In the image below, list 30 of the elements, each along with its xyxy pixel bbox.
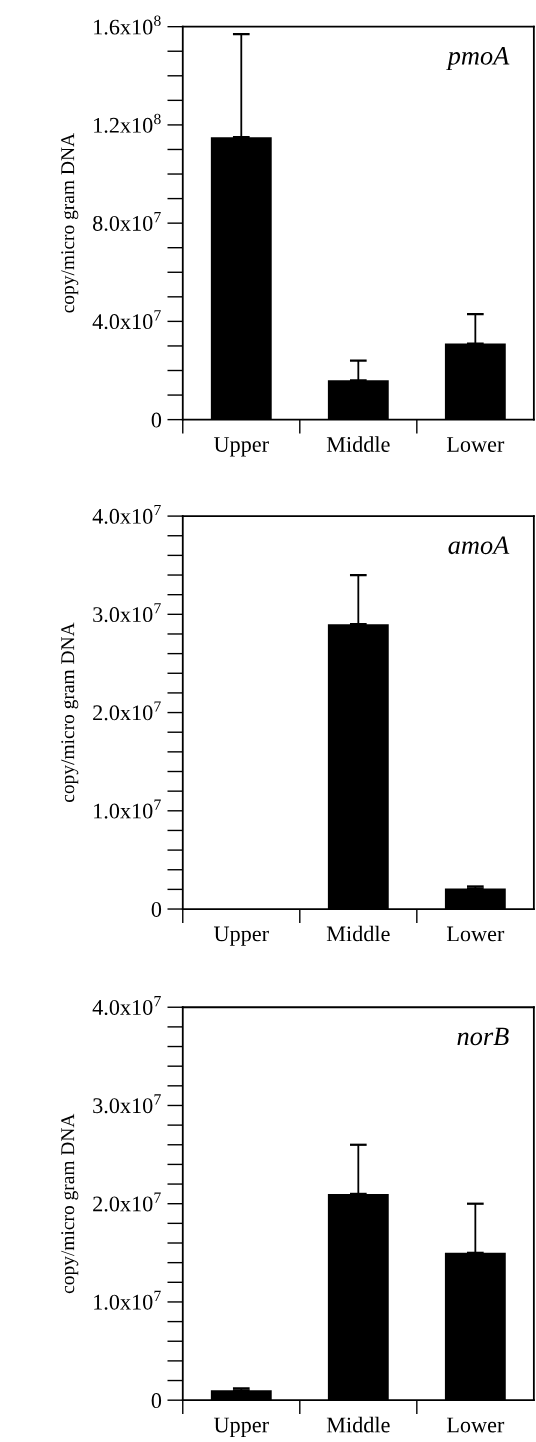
y-axis-title: copy/micro gram DNA <box>61 1113 79 1294</box>
text: amoA <box>448 536 510 555</box>
x-tick-label: Lower <box>446 1417 505 1433</box>
y-axis-title: copy/micro gram DNA <box>61 133 79 313</box>
x-tick-label: Middle <box>326 436 390 452</box>
x-tick-label: Upper <box>213 437 269 457</box>
y-tick-label: 2.0x10$^{7}$ <box>93 1192 161 1212</box>
x-tick-label: Upper <box>213 1417 269 1437</box>
text: norB <box>457 1027 509 1046</box>
y-tick-label: 0 <box>151 1393 162 1409</box>
y-tick-label: 1.0x10$^{7}$ <box>94 1290 161 1310</box>
y-tick-label: 0 <box>151 412 162 428</box>
y-axis-title: copy/micro gram DNA <box>61 622 79 802</box>
x-tick-label: Middle <box>326 925 390 942</box>
y-tick-label: 3.0x10$^{7}$ <box>93 603 161 623</box>
x-tick-label: Lower <box>446 437 505 452</box>
y-tick-label: 1.2x10$^{8}$ <box>94 113 161 133</box>
y-tick-label: 0 <box>151 901 162 917</box>
x-tick-label: Lower <box>446 926 505 942</box>
text: pmoA <box>446 47 510 71</box>
x-tick-label: Middle <box>326 1416 390 1433</box>
x-tick-label: Upper <box>213 926 269 946</box>
y-tick-label: 4.0x10$^{7}$ <box>92 310 161 330</box>
y-tick-label: 8.0x10$^{7}$ <box>93 211 161 231</box>
y-tick-label: 1.0x10$^{7}$ <box>94 799 161 819</box>
y-tick-label: 2.0x10$^{7}$ <box>93 701 161 721</box>
y-tick-label: 4.0x10$^{7}$ <box>92 504 161 524</box>
y-tick-label: 1.6x10$^{8}$ <box>94 15 161 35</box>
y-tick-label: 3.0x10$^{7}$ <box>93 1094 161 1114</box>
y-tick-label: 4.0x10$^{7}$ <box>92 996 161 1016</box>
